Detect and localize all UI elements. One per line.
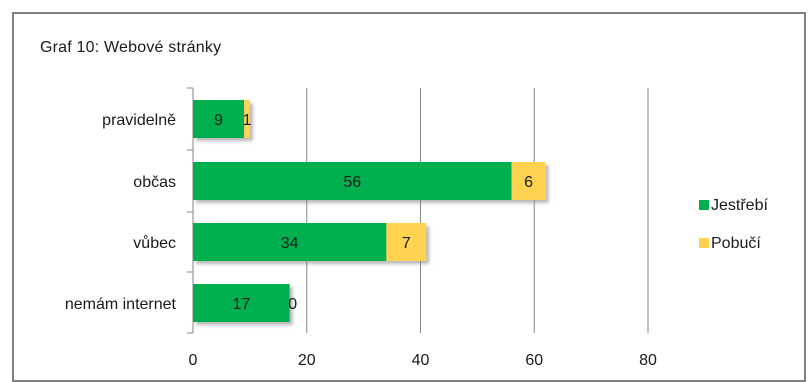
bar-segment — [386, 223, 427, 261]
legend: Jestřebí Pobučí — [699, 197, 768, 252]
data-label: 34 — [281, 235, 299, 252]
bar-segment — [193, 284, 290, 322]
label-layer: 9 1 56 6 34 7 17 0 — [214, 112, 533, 313]
legend-swatch — [699, 238, 709, 248]
data-label: 17 — [232, 296, 250, 313]
data-label: 0 — [288, 296, 297, 313]
chart-title: Graf 10: Webové stránky — [40, 39, 222, 56]
x-tick-label: 80 — [639, 352, 657, 369]
x-tick-label: 40 — [412, 352, 430, 369]
bar-group — [193, 162, 546, 200]
bar-segment — [193, 162, 512, 200]
x-tick-label: 60 — [525, 352, 543, 369]
bar-group — [193, 223, 427, 261]
bar-segment — [193, 100, 245, 138]
data-label: 1 — [243, 112, 252, 129]
data-label: 9 — [214, 112, 223, 129]
x-tick-label: 0 — [189, 352, 198, 369]
bar-segment — [193, 223, 387, 261]
legend-swatch — [699, 200, 709, 210]
grid-lines — [306, 88, 649, 333]
bar-layer — [193, 100, 546, 322]
bar-group — [193, 284, 290, 322]
bar-group — [193, 100, 250, 138]
bar-segment — [244, 100, 250, 138]
data-label: 56 — [343, 174, 361, 191]
legend-label: Jestřebí — [711, 197, 768, 214]
category-label: nemám internet — [65, 296, 177, 313]
bar-segment — [511, 162, 546, 200]
legend-label: Pobučí — [711, 235, 761, 252]
x-tick-label: 20 — [298, 352, 316, 369]
category-label: pravidelně — [102, 112, 176, 129]
category-label: vůbec — [133, 234, 176, 252]
data-label: 6 — [524, 174, 533, 191]
data-label: 7 — [402, 235, 411, 252]
category-label: občas — [133, 174, 176, 191]
